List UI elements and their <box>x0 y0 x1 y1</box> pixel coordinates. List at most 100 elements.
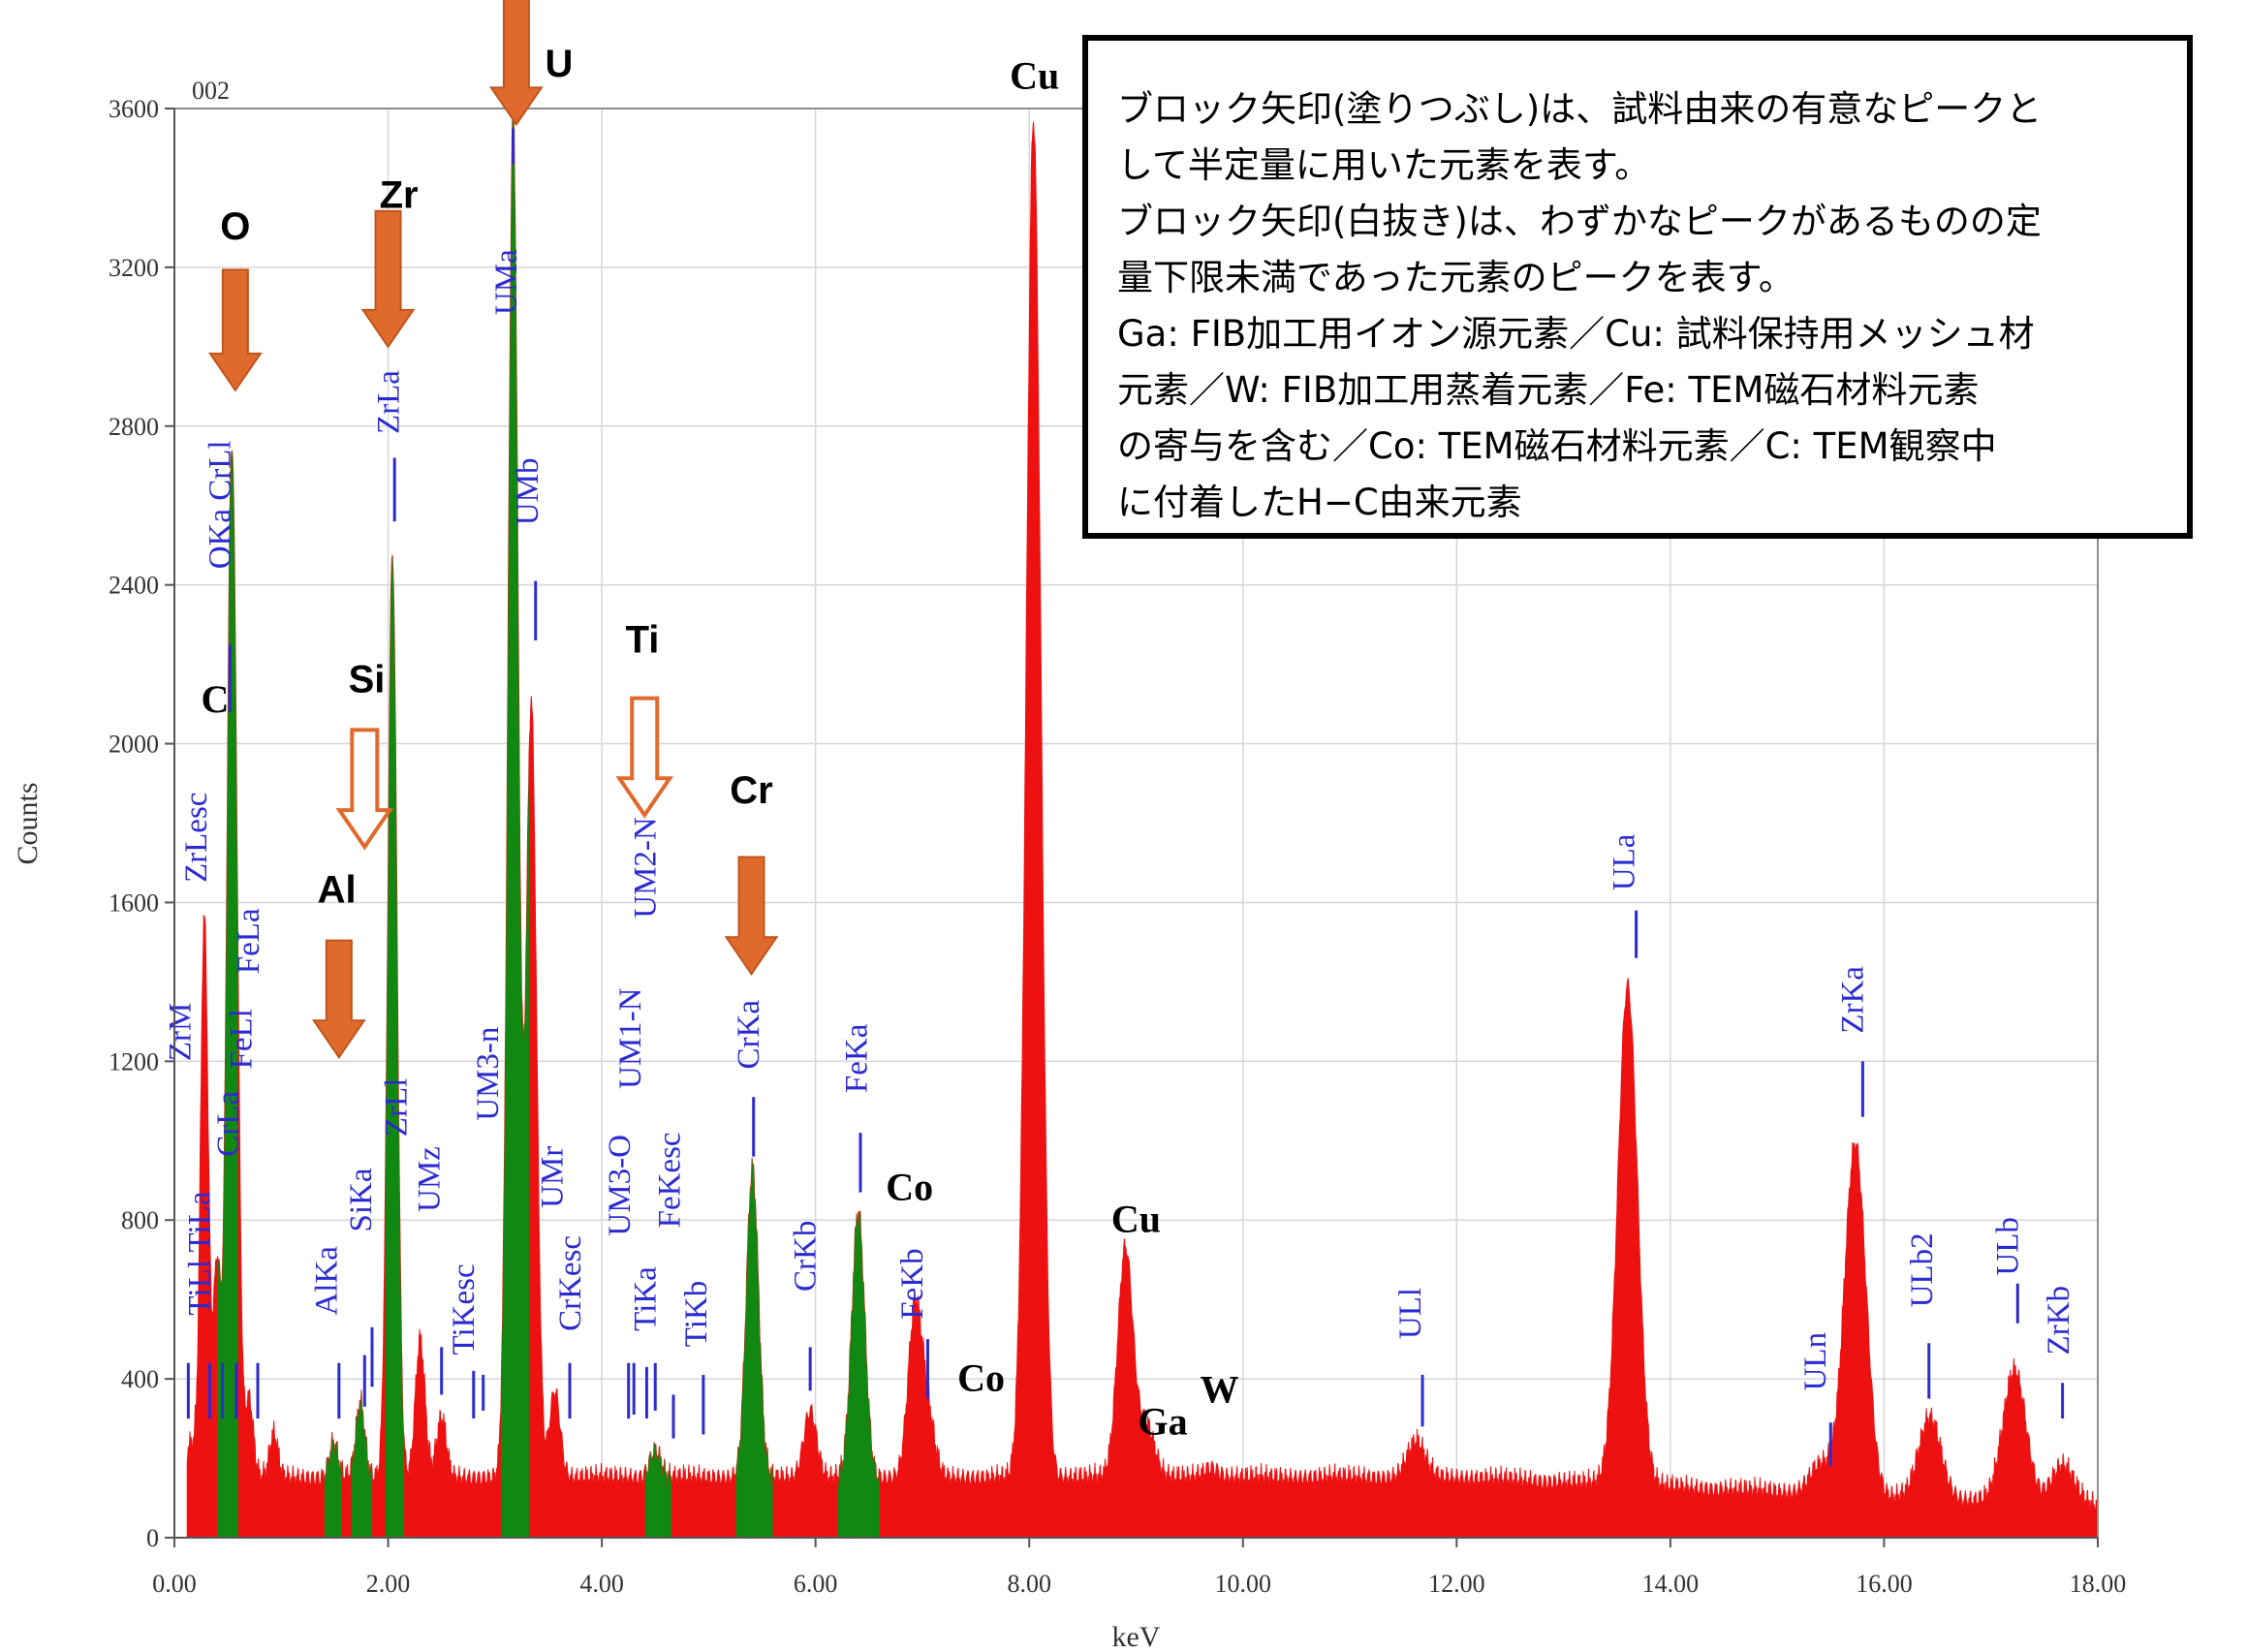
element-label: Co <box>886 1166 933 1209</box>
peak-label: ULn <box>1798 1332 1833 1391</box>
quantified-region <box>644 1442 671 1538</box>
element-label: Cu <box>1111 1198 1161 1241</box>
peak-label: ZrKb <box>2042 1286 2076 1355</box>
x-tick-label: 16.00 <box>1856 1570 1913 1598</box>
y-tick-label: 0 <box>146 1524 159 1552</box>
quantified-region <box>500 109 530 1539</box>
peak-label: UM3-O <box>603 1135 638 1236</box>
peak-label: FeLl <box>224 1009 259 1069</box>
peak-label: TiKa <box>628 1266 663 1331</box>
element-label: C <box>201 677 229 721</box>
y-tick-label: 2400 <box>109 572 159 600</box>
peak-label: FeKa <box>840 1023 875 1093</box>
quantified-region <box>351 1389 372 1538</box>
peak-label: ULl <box>1393 1288 1428 1339</box>
quantified-region <box>837 1210 880 1538</box>
element-label: Cu <box>1010 54 1059 98</box>
outline-arrow <box>335 728 394 851</box>
peak-label: UM2-N <box>628 817 663 919</box>
filled-arrow <box>724 856 779 976</box>
spectrum-fill <box>186 109 2099 1539</box>
peak-label: ZrLa <box>372 370 407 434</box>
element-arrows <box>207 0 779 1060</box>
peak-label: UMa <box>489 249 524 315</box>
x-tick-label: 2.00 <box>366 1570 411 1598</box>
x-tick-labels: 0.00 2.00 4.00 6.00 8.00 10.00 12.00 14.00 16.00… <box>152 1538 2126 1598</box>
quantified-region <box>324 1431 341 1538</box>
element-label: Cr <box>730 769 772 812</box>
element-label: Co <box>957 1356 1005 1399</box>
peak-label: SiKa <box>344 1168 379 1231</box>
peak-label: TiKesc <box>447 1263 482 1355</box>
peak-label: CrKb <box>789 1221 824 1292</box>
note-line: 元素／W: FIB加工用蒸着元素／Fe: TEM磁石材料元素 <box>1117 369 1980 411</box>
peak-label: UMb <box>511 458 546 526</box>
y-tick-label: 2800 <box>109 413 159 441</box>
peak-label: ULb2 <box>1905 1232 1940 1307</box>
y-tick-label: 3600 <box>109 95 159 123</box>
filled-arrow <box>207 268 263 392</box>
peak-label: UMz <box>413 1146 448 1212</box>
element-label: Ti <box>626 618 660 661</box>
legend-note-box: ブロック矢印(塗りつぶし)は、試料由来の有意なピークと して半定量に用いた元素を… <box>1082 35 2193 539</box>
quantified-region <box>385 555 405 1538</box>
peak-label: TiKb <box>679 1281 714 1348</box>
y-tick-label: 1200 <box>109 1047 159 1075</box>
peak-label: ULa <box>1607 833 1641 890</box>
note-line: ブロック矢印(塗りつぶし)は、試料由来の有意なピークと <box>1117 88 2043 130</box>
peak-label: UM1-N <box>613 987 648 1089</box>
filled-arrow <box>360 209 416 349</box>
peak-label: FeKesc <box>653 1132 688 1228</box>
element-labels: O Zr U Si Ti Cr Al C Cu Co Co Cu Ga W <box>201 43 1238 1443</box>
peak-label: OKa CrLl <box>203 440 237 569</box>
quantified-region <box>735 1158 773 1538</box>
y-tick-label: 800 <box>121 1206 159 1234</box>
x-axis-label: keV <box>1112 1621 1161 1652</box>
x-tick-label: 14.00 <box>1642 1570 1700 1598</box>
peak-label: ZrM <box>164 1003 199 1062</box>
note-line: 量下限未満であった元素のピークを表す。 <box>1117 257 1794 298</box>
y-tick-label: 2000 <box>109 731 159 759</box>
element-label: Zr <box>380 173 419 216</box>
peak-label: CrLa <box>211 1091 246 1157</box>
peak-label: UM3-n <box>471 1027 506 1121</box>
y-axis-label: Counts <box>12 782 44 864</box>
peak-label: CrKa <box>732 1000 766 1070</box>
x-tick-label: 12.00 <box>1428 1570 1485 1598</box>
quantified-region-fill <box>217 109 880 1539</box>
corner-label: 002 <box>192 77 230 105</box>
element-label: Si <box>349 658 386 701</box>
peak-label: ULb <box>1990 1217 2025 1276</box>
element-label: W <box>1201 1368 1239 1412</box>
element-label: Ga <box>1139 1399 1188 1443</box>
element-label: O <box>220 205 250 248</box>
filled-arrow <box>311 939 366 1060</box>
peak-label: FeLa <box>232 908 266 974</box>
peak-label: ZrLl <box>379 1078 414 1137</box>
note-line: の寄与を含む／Co: TEM磁石材料元素／C: TEM観察中 <box>1117 425 1997 467</box>
x-tick-label: 10.00 <box>1215 1570 1272 1598</box>
quantified-region <box>217 451 238 1538</box>
x-tick-label: 18.00 <box>2070 1570 2127 1598</box>
filled-arrow <box>488 0 544 127</box>
peak-label: TiLl TiLa <box>182 1191 217 1315</box>
peak-label: ZrLesc <box>179 793 214 883</box>
element-label: Al <box>318 868 357 911</box>
peak-label: FeKb <box>895 1248 930 1319</box>
peak-label: AlKa <box>310 1246 345 1316</box>
x-tick-label: 6.00 <box>794 1570 838 1598</box>
x-tick-label: 0.00 <box>152 1570 197 1598</box>
peak-labels: ZrM TiLl TiLa ZrLesc OKa CrLl CrLa FeLl FeLa Al… <box>164 249 2077 1390</box>
spectrum-area <box>186 109 2099 1539</box>
peak-label: UMr <box>535 1146 570 1208</box>
peak-label: ZrKa <box>1835 966 1870 1034</box>
note-line: に付着したH−C由来元素 <box>1117 482 1522 523</box>
note-line: ブロック矢印(白抜き)は、わずかなピークがあるものの定 <box>1117 201 2042 242</box>
x-tick-label: 4.00 <box>579 1570 624 1598</box>
y-tick-label: 3200 <box>109 254 159 282</box>
element-label: U <box>546 43 574 85</box>
y-tick-label: 1600 <box>109 888 159 917</box>
y-tick-labels: 0 400 800 1200 1600 2000 2400 2800 3200 3600 <box>109 95 174 1552</box>
